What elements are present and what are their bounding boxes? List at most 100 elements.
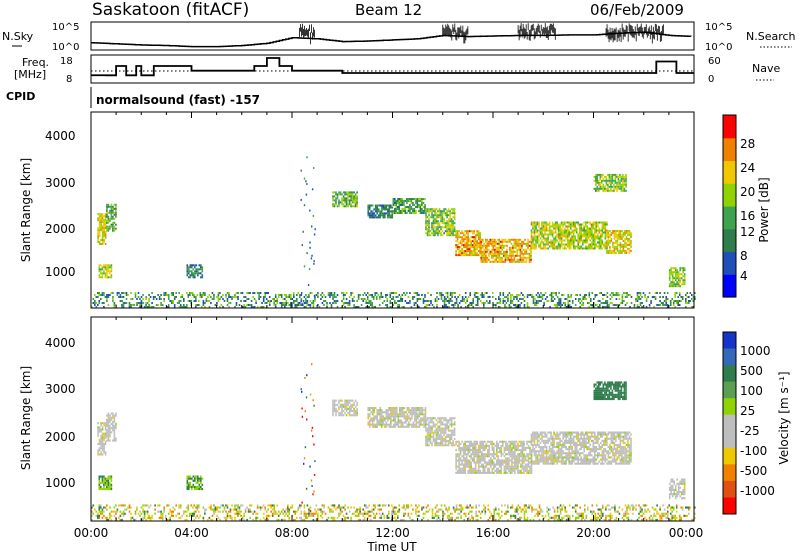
power-cell — [553, 292, 556, 294]
power-cell — [582, 298, 584, 300]
power-cell — [576, 294, 578, 296]
power-cell — [110, 209, 113, 212]
noise-left-tick-bottom: 10^0 — [52, 42, 79, 53]
velocity-cell — [100, 434, 102, 437]
velocity-cell — [434, 425, 436, 428]
power-cell — [341, 300, 343, 302]
velocity-cell — [470, 455, 472, 458]
power-cell — [668, 283, 671, 286]
power-cell — [501, 244, 504, 247]
power-cell — [588, 294, 591, 296]
power-cell — [392, 298, 395, 300]
power-cell — [606, 304, 609, 306]
velocity-cell — [113, 437, 116, 440]
power-cell — [223, 300, 226, 302]
power-cell — [509, 250, 511, 253]
power-cell — [149, 306, 152, 308]
velocity-cell — [511, 442, 513, 445]
power-cell — [612, 251, 614, 254]
power-cell — [522, 294, 524, 296]
power-cell — [445, 300, 447, 302]
power-cell — [377, 294, 379, 296]
power-cell — [435, 216, 438, 219]
power-cell — [614, 175, 617, 178]
power-cell — [481, 258, 484, 261]
power-cell — [510, 238, 513, 241]
velocity-cell — [503, 449, 506, 452]
power-cell — [608, 306, 610, 308]
velocity-cell — [429, 440, 432, 443]
power-cell — [293, 294, 295, 296]
power-cell — [397, 300, 399, 302]
power-cell — [428, 214, 430, 217]
power-cell — [616, 181, 618, 184]
power-cell — [386, 306, 389, 308]
power-cell — [446, 228, 448, 231]
power-cell — [508, 306, 511, 308]
power-cell — [178, 302, 180, 304]
velocity-cell — [98, 481, 101, 484]
power-cell — [404, 208, 407, 210]
power-cell — [607, 173, 609, 176]
power-cell — [522, 240, 525, 243]
power-cell — [186, 272, 189, 275]
power-cell — [435, 220, 438, 223]
power-cell — [476, 244, 478, 247]
power-cell — [424, 300, 426, 302]
power-cell — [577, 239, 579, 242]
power-cell — [100, 268, 102, 271]
power-cell — [542, 225, 545, 228]
velocity-cell — [106, 420, 108, 423]
power-cell — [538, 229, 540, 232]
velocity-cell — [491, 469, 494, 472]
power-cell — [563, 221, 566, 224]
velocity-cell — [450, 421, 453, 424]
power-cell — [253, 306, 256, 308]
power-cell — [519, 242, 522, 245]
velocity-cell — [192, 485, 195, 488]
power-cell — [387, 210, 389, 213]
power-cell — [668, 285, 671, 288]
velocity-cell — [512, 442, 515, 445]
velocity-cell — [344, 412, 346, 415]
power-cell — [413, 302, 416, 304]
power-cell — [110, 215, 113, 218]
velocity-cell — [342, 410, 345, 413]
freq-right-tick-top: 60 — [708, 56, 721, 67]
power-cell — [294, 304, 297, 306]
power-cell — [453, 212, 456, 215]
power-cell — [558, 300, 560, 302]
power-cell — [477, 234, 480, 237]
velocity-cell — [113, 429, 116, 432]
power-cell — [660, 302, 663, 304]
power-cell — [609, 249, 611, 252]
power-cell — [533, 247, 536, 250]
power-cell — [619, 179, 621, 182]
power-cell — [553, 225, 555, 228]
power-cell — [98, 274, 101, 277]
power-cell — [437, 216, 439, 219]
power-cell — [94, 304, 96, 306]
power-cell — [694, 298, 696, 300]
power-cell — [440, 232, 442, 235]
power-cell — [392, 200, 395, 202]
power-cell — [107, 227, 110, 230]
power-cell — [676, 275, 678, 278]
velocity-cell — [101, 477, 104, 480]
power-cell — [332, 294, 334, 296]
velocity-cell — [502, 461, 504, 464]
power-cell — [98, 225, 101, 228]
power-cell — [605, 177, 608, 180]
velocity-cell — [479, 461, 481, 464]
velocity-cell — [509, 446, 512, 449]
power-cell — [332, 199, 334, 202]
velocity-cell — [420, 419, 422, 422]
power-cell — [498, 244, 501, 247]
power-cell — [554, 241, 557, 244]
power-cell — [608, 304, 610, 306]
power-cell — [509, 254, 511, 257]
power-cell — [449, 292, 452, 294]
power-cell — [641, 306, 643, 308]
velocity-cell — [458, 455, 460, 458]
velocity-cell — [341, 412, 343, 415]
